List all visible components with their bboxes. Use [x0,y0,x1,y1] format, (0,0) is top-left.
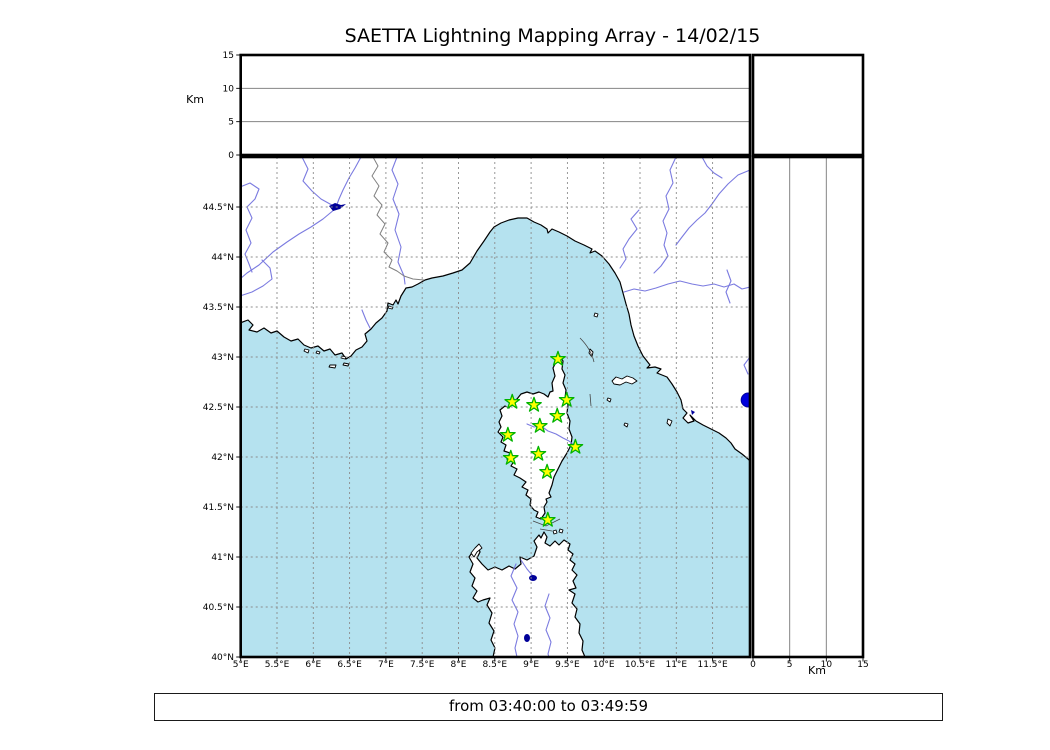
corner-panel-frame [751,53,865,157]
lon-tick-label: 5.5°E [265,660,290,670]
lat-tick-label: 41.5°N [203,503,234,513]
station-marker [550,350,566,366]
lat-tick-label: 40.5°N [203,603,234,613]
rivers [240,157,750,657]
station-marker [499,426,516,442]
island-embiez [340,355,347,360]
station-marker [539,463,555,479]
island-porquerolles [328,364,337,369]
station-marker [567,438,584,454]
lake-sardinia-south [524,634,530,642]
lake-bolsena-marker [740,392,750,408]
island-port-cros [342,362,350,367]
station-marker [526,396,542,412]
station-marker [531,417,548,433]
coastline-corsica [497,355,573,520]
island-lerins [387,305,394,310]
lon-tick-label: 5°E [233,660,249,670]
station-marker [539,511,556,527]
island-montecristo [623,422,629,428]
km-axis-label-bottom: Km [808,664,826,677]
lat-tick-label: 44°N [211,253,234,263]
lon-tick-label: 8.5°E [483,660,508,670]
station-marker [504,393,521,409]
island-maddalena [552,529,558,535]
station-marker [502,449,519,465]
lon-tick-label: 9.5°E [555,660,580,670]
lat-tick-label: 42°N [211,453,234,463]
km-tick-label-left: 10 [223,84,235,94]
time-range-box: from 03:40:00 to 03:49:59 [154,693,943,721]
coastline-mainland [240,157,750,462]
lat-tick-label: 40°N [211,653,234,663]
panel-gridlines [240,87,827,657]
km-tick-label-bottom: 10 [821,660,833,670]
km-tick-label-bottom: 15 [857,660,868,670]
island-elba [611,375,638,386]
map-panel [240,157,750,657]
km-tick-label-bottom: 0 [750,660,756,670]
altitude-longitude-panel [240,55,750,155]
island-maddalena-2 [558,528,564,534]
lon-tick-label: 10°E [593,660,615,670]
lake-coghinas [529,575,537,581]
lon-tick-label: 10.5°E [625,660,656,670]
lat-tick-label: 44.5°N [203,203,234,213]
island-asinara [470,543,483,558]
altitude-latitude-panel-frame [751,155,865,659]
lat-tick-label: 43°N [211,353,234,363]
coastline-sardinia [468,531,586,657]
km-tick-label-bottom: 5 [787,660,793,670]
km-tick-label-left: 15 [223,51,234,61]
station-marker [530,445,547,461]
island-giglio [666,418,673,427]
lon-tick-label: 11°E [665,660,687,670]
station-markers [499,350,750,527]
lon-tick-label: 6.5°E [337,660,362,670]
altitude-latitude-panel [753,157,863,657]
figure-title: SAETTA Lightning Mapping Array - 14/02/1… [344,25,761,47]
small-islands [303,305,673,558]
lon-tick-label: 9°E [523,660,539,670]
lagoon-orbetello [691,410,695,415]
france-italy-border [371,157,425,281]
altitude-longitude-panel-frame [239,53,752,157]
lon-tick-label: 7°E [378,660,394,670]
km-tick-label-left: 0 [228,151,234,161]
island-gorgona [593,312,599,318]
station-marker [549,407,566,423]
axis-tick-labels: 5°E 5.5°E 6°E 6.5°E 7°E 7.5°E 8°E 8.5°E 9°E 9.5°E… [203,51,869,670]
km-tick-label-left: 5 [228,118,234,128]
lon-tick-label: 7.5°E [410,660,435,670]
lon-tick-label: 8°E [451,660,467,670]
station-marker [558,391,575,407]
time-range-text: from 03:40:00 to 03:49:59 [448,697,648,715]
lat-tick-label: 41°N [211,553,234,563]
map-gridlines [240,157,750,657]
lat-tick-label: 42.5°N [203,403,234,413]
corner-panel [753,55,863,155]
lon-tick-label: 6°E [305,660,321,670]
lat-tick-label: 43.5°N [203,303,234,313]
island-riou [303,348,310,354]
lon-tick-label: 11.5°E [697,660,728,670]
island-pianosa [606,397,612,403]
km-axis-label-left: Km [186,93,204,106]
chart-decor-lines [532,337,595,532]
map-panel-frame [239,155,752,659]
island-calanques [315,350,321,355]
